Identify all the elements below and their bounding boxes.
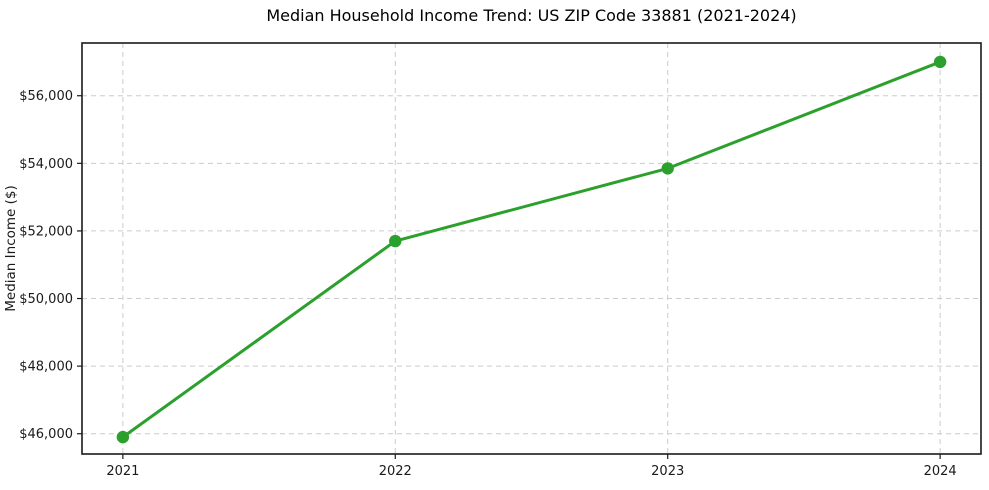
x-tick-label-2022: 2022: [379, 464, 412, 479]
series-line-median-household-income: [121, 60, 942, 439]
x-tick-label-2023: 2023: [651, 464, 684, 479]
y-axis-label: Median Income ($): [3, 185, 19, 311]
y-tick-label-1: $48,000: [19, 360, 73, 375]
data-point-2024: [933, 55, 947, 69]
chart-title: Median Household Income Trend: US ZIP Co…: [266, 6, 796, 25]
data-point-2023: [661, 162, 674, 175]
x-tick-label-2024: 2024: [924, 464, 957, 479]
data-point-2021: [116, 430, 130, 444]
plot-border: [81, 42, 982, 455]
y-tick-label-4: $54,000: [19, 157, 73, 172]
y-tick-label-2: $50,000: [19, 292, 73, 307]
y-tick-label-0: $46,000: [19, 427, 73, 442]
y-tick-label-3: $52,000: [19, 224, 73, 239]
plot-area: [82, 43, 981, 454]
y-tick-label-5: $56,000: [19, 89, 73, 104]
x-tick-label-2021: 2021: [106, 464, 139, 479]
data-point-2022: [389, 234, 402, 248]
